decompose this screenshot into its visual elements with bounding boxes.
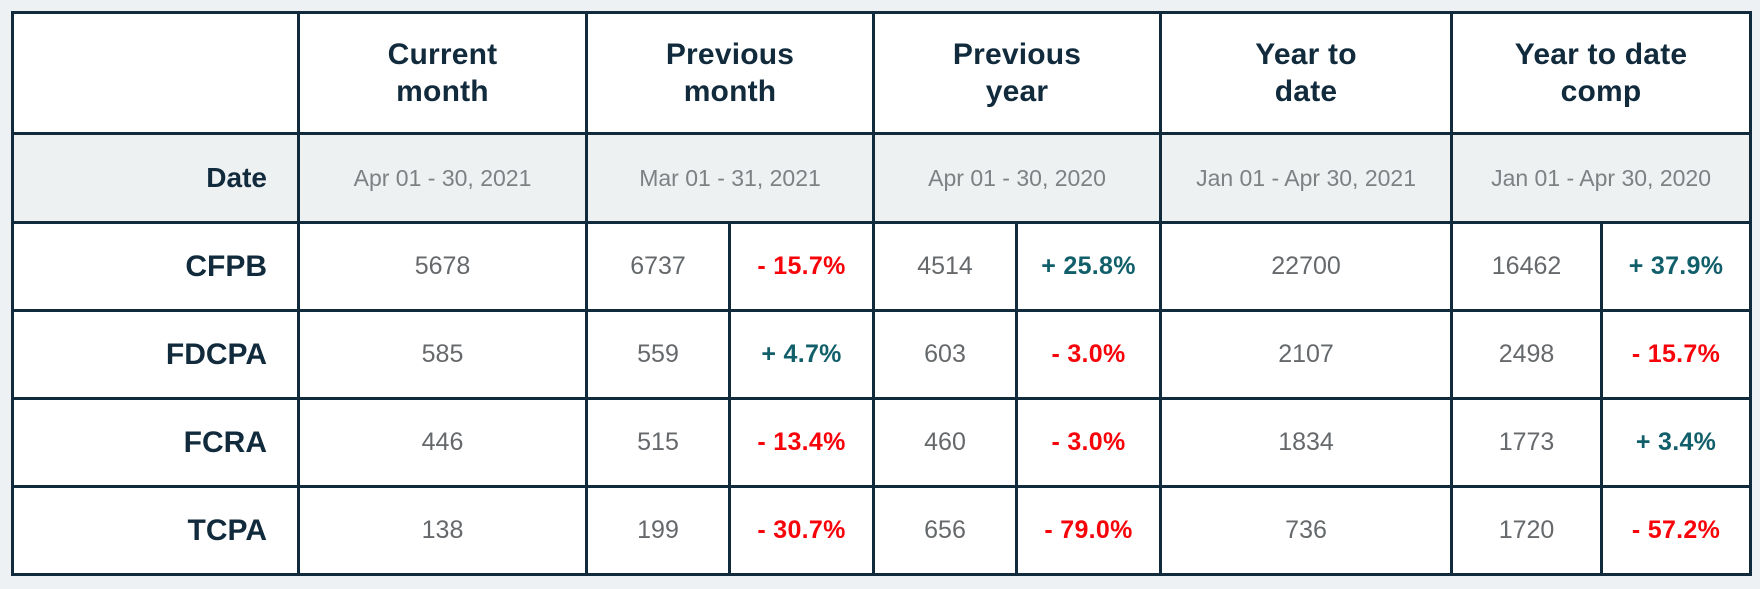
- data-row-fdcpa: FDCPA 585 559 + 4.7% 603 - 3.0% 2107 249…: [11, 309, 1753, 400]
- col-header-year-to-date-comp: Year to date comp: [1450, 11, 1753, 135]
- fdcpa-year-to-date-comp-value: 2498: [1450, 309, 1604, 400]
- cfpb-year-to-date-comp-pct: + 37.9%: [1600, 221, 1753, 312]
- tcpa-previous-year-value: 656: [872, 485, 1019, 576]
- col-header-line: year: [985, 75, 1049, 108]
- tcpa-current-month-value: 138: [297, 485, 588, 576]
- tcpa-previous-month-value: 199: [585, 485, 731, 576]
- cfpb-previous-year-pct: + 25.8%: [1015, 221, 1163, 312]
- row-label-fcra: FCRA: [11, 397, 300, 488]
- corner-cell: [11, 11, 300, 135]
- date-previous-month: Mar 01 - 31, 2021: [584, 132, 876, 224]
- fcra-year-to-date-comp-pct: + 3.4%: [1600, 397, 1753, 488]
- fdcpa-current-month-value: 585: [297, 309, 588, 400]
- date-year-to-date: Jan 01 - Apr 30, 2021: [1159, 132, 1454, 224]
- fcra-current-month-value: 446: [297, 397, 588, 488]
- tcpa-previous-year-pct: - 79.0%: [1015, 485, 1163, 576]
- data-row-fcra: FCRA 446 515 - 13.4% 460 - 3.0% 1834 177…: [11, 397, 1753, 488]
- date-current-month: Apr 01 - 30, 2021: [297, 132, 588, 224]
- row-label-fdcpa: FDCPA: [11, 309, 300, 400]
- date-previous-year: Apr 01 - 30, 2020: [872, 132, 1163, 224]
- fcra-previous-year-pct: - 3.0%: [1015, 397, 1163, 488]
- col-header-line: Year to: [1255, 37, 1357, 71]
- cfpb-previous-month-pct: - 15.7%: [727, 221, 876, 312]
- col-header-line: date: [1274, 75, 1338, 108]
- cfpb-year-to-date-value: 22700: [1159, 221, 1454, 312]
- date-year-to-date-comp: Jan 01 - Apr 30, 2020: [1450, 132, 1753, 224]
- cfpb-previous-year-value: 4514: [872, 221, 1019, 312]
- fcra-previous-month-pct: - 13.4%: [727, 397, 876, 488]
- fdcpa-previous-year-value: 603: [872, 309, 1019, 400]
- fcra-previous-month-value: 515: [585, 397, 731, 488]
- tcpa-previous-month-pct: - 30.7%: [727, 485, 876, 576]
- col-header-line: month: [683, 75, 777, 108]
- tcpa-year-to-date-value: 736: [1159, 485, 1454, 576]
- row-label-cfpb: CFPB: [11, 221, 300, 312]
- col-header-previous-month: Previous month: [584, 11, 876, 135]
- fcra-year-to-date-value: 1834: [1159, 397, 1454, 488]
- col-header-line: Previous: [952, 37, 1082, 71]
- fdcpa-year-to-date-value: 2107: [1159, 309, 1454, 400]
- tcpa-year-to-date-comp-pct: - 57.2%: [1600, 485, 1753, 576]
- cfpb-current-month-value: 5678: [297, 221, 588, 312]
- fdcpa-previous-month-value: 559: [585, 309, 731, 400]
- row-label-tcpa: TCPA: [11, 485, 300, 576]
- fdcpa-year-to-date-comp-pct: - 15.7%: [1600, 309, 1753, 400]
- date-row: Date Apr 01 - 30, 2021 Mar 01 - 31, 2021…: [11, 132, 1753, 224]
- fdcpa-previous-year-pct: - 3.0%: [1015, 309, 1163, 400]
- col-header-year-to-date: Year to date: [1159, 11, 1454, 135]
- complaint-stats-table: Current month Previous month Previous ye…: [11, 11, 1753, 576]
- cfpb-previous-month-value: 6737: [585, 221, 731, 312]
- tcpa-year-to-date-comp-value: 1720: [1450, 485, 1604, 576]
- fcra-year-to-date-comp-value: 1773: [1450, 397, 1604, 488]
- col-header-current-month: Current month: [297, 11, 588, 135]
- header-row: Current month Previous month Previous ye…: [11, 11, 1753, 135]
- data-row-tcpa: TCPA 138 199 - 30.7% 656 - 79.0% 736 172…: [11, 485, 1753, 576]
- fcra-previous-year-value: 460: [872, 397, 1019, 488]
- col-header-line: month: [396, 75, 489, 108]
- col-header-line: Current: [387, 37, 498, 71]
- fdcpa-previous-month-pct: + 4.7%: [727, 309, 876, 400]
- cfpb-year-to-date-comp-value: 16462: [1450, 221, 1604, 312]
- col-header-previous-year: Previous year: [872, 11, 1163, 135]
- col-header-line: Year to date: [1514, 37, 1688, 71]
- col-header-line: comp: [1560, 75, 1642, 108]
- col-header-line: Previous: [665, 37, 795, 71]
- date-row-label: Date: [11, 132, 300, 224]
- data-row-cfpb: CFPB 5678 6737 - 15.7% 4514 + 25.8% 2270…: [11, 221, 1753, 312]
